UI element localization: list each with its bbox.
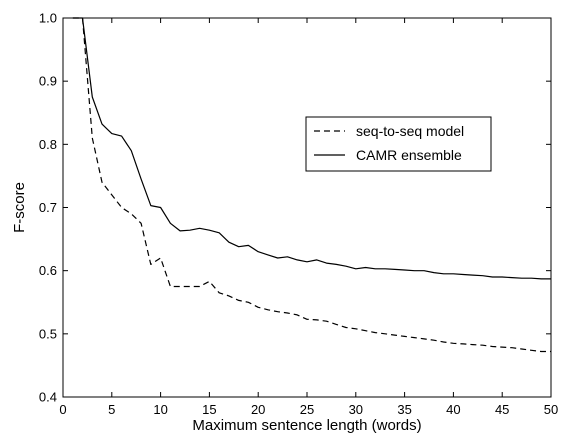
x-tick-label: 10 [153,402,167,417]
x-tick-label: 30 [349,402,363,417]
plot-frame [62,17,552,398]
plot-area [62,17,552,398]
legend-label-seq-to-seq: seq-to-seq model [356,123,464,139]
tick-labels: 0 5 10 15 20 25 30 35 40 45 50 0.4 0.5 0.6 0.7 0.8 0.9 1.… [39,11,558,418]
y-axis-label: F-score [11,182,28,233]
x-tick-label: 40 [446,402,460,417]
series-line-camr [72,17,551,280]
legend: seq-to-seq model CAMR ensemble [305,116,492,172]
x-axis-label: Maximum sentence length (words) [192,417,421,434]
x-tick-label: 0 [59,402,66,417]
y-tick-label: 0.6 [39,263,57,278]
x-tick-label: 15 [202,402,216,417]
y-tick-label: 0.9 [39,74,57,89]
y-tick-label: 1.0 [39,11,57,26]
legend-label-camr: CAMR ensemble [356,147,462,163]
x-tick-label: 25 [300,402,314,417]
y-tick-label: 0.5 [39,326,57,341]
x-tick-label: 35 [397,402,411,417]
y-tick-label: 0.7 [39,200,57,215]
x-tick-label: 20 [251,402,265,417]
x-tick-label: 5 [108,402,115,417]
axis-ticks [62,17,552,398]
series-lines [72,17,551,353]
x-tick-label: 50 [544,402,558,417]
y-tick-label: 0.4 [39,390,57,405]
x-tick-label: 45 [495,402,509,417]
series-line-seq-to-seq [72,17,551,353]
legend-box [305,116,492,172]
y-tick-label: 0.8 [39,137,57,152]
